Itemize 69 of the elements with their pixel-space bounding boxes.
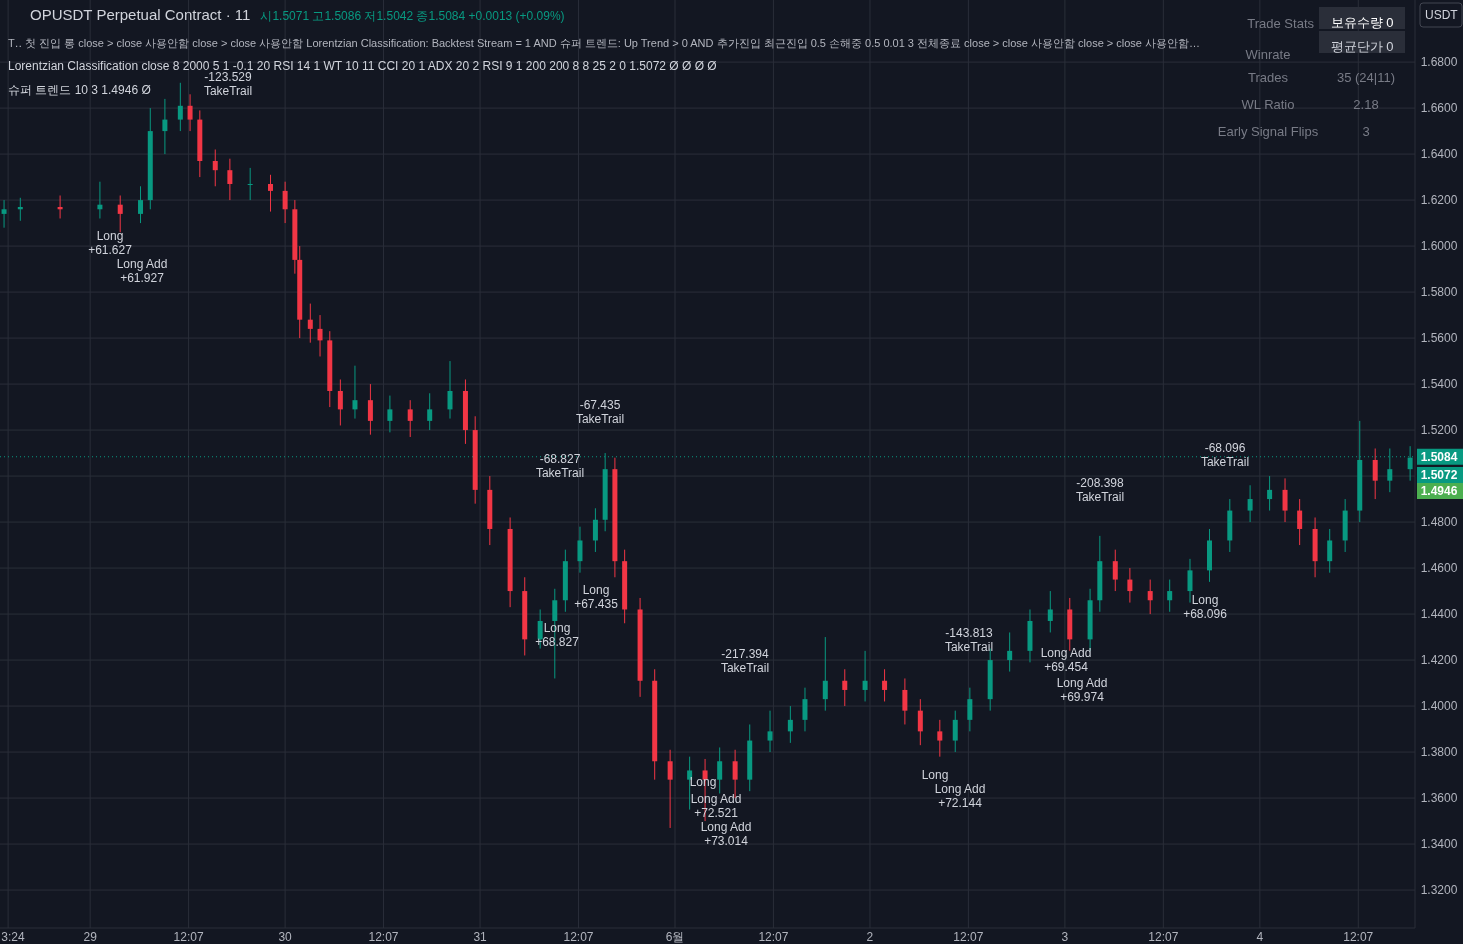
annotation: 35 (24|11) bbox=[1336, 70, 1396, 85]
annotation: Long Add +69.454 bbox=[1040, 646, 1092, 674]
annotation: Lorentzian Classification close 8 2000 5 1 -0.1 20 RSI 14 1 WT 10 11 CCI 20 1 ADX 20 2 RSI 9 1 200 200 8 8 25 2 0 1.5072 Ø Ø Ø Ø bbox=[8, 59, 717, 73]
ref-line-label: 1.5084 bbox=[1420, 449, 1458, 464]
annotation: Long Add +61.927 bbox=[116, 257, 168, 285]
x-tick-label: 31 bbox=[473, 930, 488, 944]
x-tick-label: 12:07 bbox=[1343, 930, 1374, 944]
x-tick-label: 2 bbox=[866, 930, 874, 944]
annotation: Early Signal Flips bbox=[1217, 124, 1319, 139]
x-tick-label: 12:07 bbox=[563, 930, 594, 944]
annotation: -68.096 TakeTrail bbox=[1200, 441, 1250, 469]
y-axis-title: USDT bbox=[1425, 8, 1459, 22]
text: 1.4946 bbox=[1420, 484, 1458, 498]
y-tick-label: 1.4200 bbox=[1420, 653, 1458, 668]
annotation: Long +67.435 bbox=[574, 583, 619, 611]
annotation: 보유수량 0 bbox=[1330, 15, 1394, 30]
annotation: Long +68.096 bbox=[1183, 593, 1228, 621]
annotation: 평균단가 0 bbox=[1330, 39, 1394, 54]
annotation: Long bbox=[921, 768, 949, 782]
annotation: 3 bbox=[1362, 124, 1370, 139]
annotation: T‥ 첫 진입 롱 close > close 사용안함 close > close 사용안함 Lorentzian Classification: Backtest Stream = 1 AND 슈퍼 트렌드: Up Trend > 0 AND 추가진입 최근진입 0.5 손해중 0.5 0.01 3 전체종료 close > close 사용안함 close > close 사용안함… bbox=[8, 37, 1201, 49]
x-tick-label: 12:07 bbox=[368, 930, 399, 944]
y-tick-label: 1.4000 bbox=[1420, 699, 1458, 714]
y-tick-label: 1.4600 bbox=[1420, 561, 1458, 576]
y-tick-label: 1.5600 bbox=[1420, 331, 1458, 346]
annotation: 2.18 bbox=[1353, 97, 1379, 112]
annotation: Long Add +72.144 bbox=[934, 782, 986, 810]
y-tick-label: 1.6600 bbox=[1420, 101, 1458, 116]
annotation: 슈퍼 트렌드 10 3 1.4946 Ø bbox=[8, 83, 151, 97]
x-tick-label: 12:07 bbox=[953, 930, 984, 944]
x-tick-label: 29 bbox=[83, 930, 98, 944]
annotation: -68.827 TakeTrail bbox=[535, 452, 585, 480]
annotation: Trades bbox=[1248, 70, 1289, 85]
y-tick-label: 1.6400 bbox=[1420, 147, 1458, 162]
x-tick-label: 4 bbox=[1256, 930, 1264, 944]
y-tick-label: 1.3800 bbox=[1420, 745, 1458, 760]
x-tick-label: 12:07 bbox=[173, 930, 204, 944]
x-tick-label: 12:07 bbox=[1148, 930, 1179, 944]
annotation: -67.435 TakeTrail bbox=[575, 398, 625, 426]
chart-title: OPUSDT Perpetual Contract · 11 bbox=[30, 6, 251, 23]
y-tick-label: 1.6200 bbox=[1420, 193, 1458, 208]
annotation: Winrate bbox=[1245, 47, 1291, 62]
y-tick-label: 1.6800 bbox=[1420, 55, 1458, 70]
x-tick-label: 6월 bbox=[665, 930, 685, 944]
y-tick-label: 1.5200 bbox=[1420, 423, 1458, 438]
y-tick-label: 1.3200 bbox=[1420, 883, 1458, 898]
annotation: -208.398 TakeTrail bbox=[1075, 476, 1125, 504]
y-tick-label: 1.5800 bbox=[1420, 285, 1458, 300]
text: 1.5072 bbox=[1420, 468, 1458, 482]
y-tick-label: 1.3600 bbox=[1420, 791, 1458, 806]
annotation: -217.394 TakeTrail bbox=[720, 647, 770, 675]
y-tick-label: 1.4400 bbox=[1420, 607, 1458, 622]
y-tick-label: 1.5400 bbox=[1420, 377, 1458, 392]
annotation: Long +68.827 bbox=[535, 621, 580, 649]
annotation: Long Add +69.974 bbox=[1056, 676, 1108, 704]
x-tick-label: 30 bbox=[278, 930, 293, 944]
x-tick-label: 12:07 bbox=[758, 930, 789, 944]
annotation: -123.529 TakeTrail bbox=[203, 70, 253, 98]
annotation: Trade Stats bbox=[1247, 16, 1315, 31]
x-tick-label: 3:24 bbox=[1, 930, 25, 944]
x-tick-label: 3 bbox=[1061, 930, 1069, 944]
y-tick-label: 1.4800 bbox=[1420, 515, 1458, 530]
text: 시1.5071 고1.5086 저1.5042 종1.5084 +0.0013 (+0.09%) bbox=[260, 9, 565, 23]
annotation: Long +61.627 bbox=[88, 229, 133, 257]
y-tick-label: 1.6000 bbox=[1420, 239, 1458, 254]
annotation: WL Ratio bbox=[1241, 97, 1295, 112]
annotation: -143.813 TakeTrail bbox=[944, 626, 994, 654]
annotation: Long Add +73.014 bbox=[700, 820, 752, 848]
y-tick-label: 1.3400 bbox=[1420, 837, 1458, 852]
